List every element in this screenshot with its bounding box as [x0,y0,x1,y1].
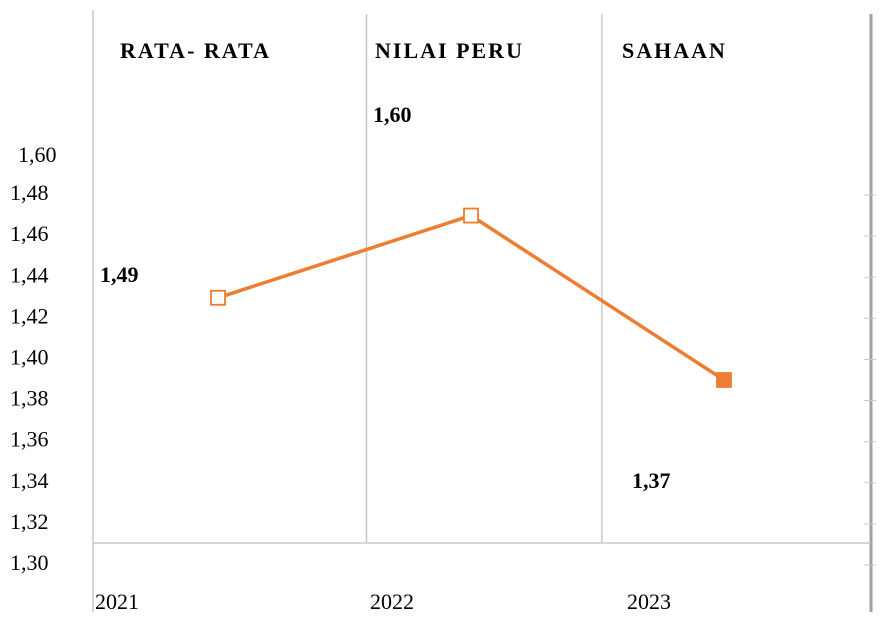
annotation: 1,49 [100,262,139,287]
annotation: 1,60 [18,142,57,167]
y-tick-label: 1,46 [10,221,49,246]
marker [463,207,479,224]
chart-title: RATA- RATA [120,38,271,63]
y-tick-label: 1,36 [10,427,49,452]
y-tick-label: 1,30 [10,550,49,575]
y-tick-label: 1,38 [10,386,49,411]
y-tick-label: 1,40 [10,344,49,369]
annotation: 1,37 [632,468,671,493]
line [217,213,725,382]
x-tick-label: 2022 [370,589,414,614]
y-tick-label: 1,44 [10,262,49,287]
y-tick-label: 1,42 [10,303,49,328]
marker [716,372,732,388]
x-tick-label: 2023 [627,589,671,614]
annotation: 1,60 [373,102,412,127]
chart-title: NILAI PERU [375,38,524,63]
y-tick-label: 1,34 [10,468,49,493]
y-tick-label: 1,48 [10,180,49,205]
marker [210,289,226,306]
x-tick-label: 2021 [95,589,139,614]
chart-title: SAHAAN [622,38,727,63]
y-tick-label: 1,32 [10,509,49,534]
